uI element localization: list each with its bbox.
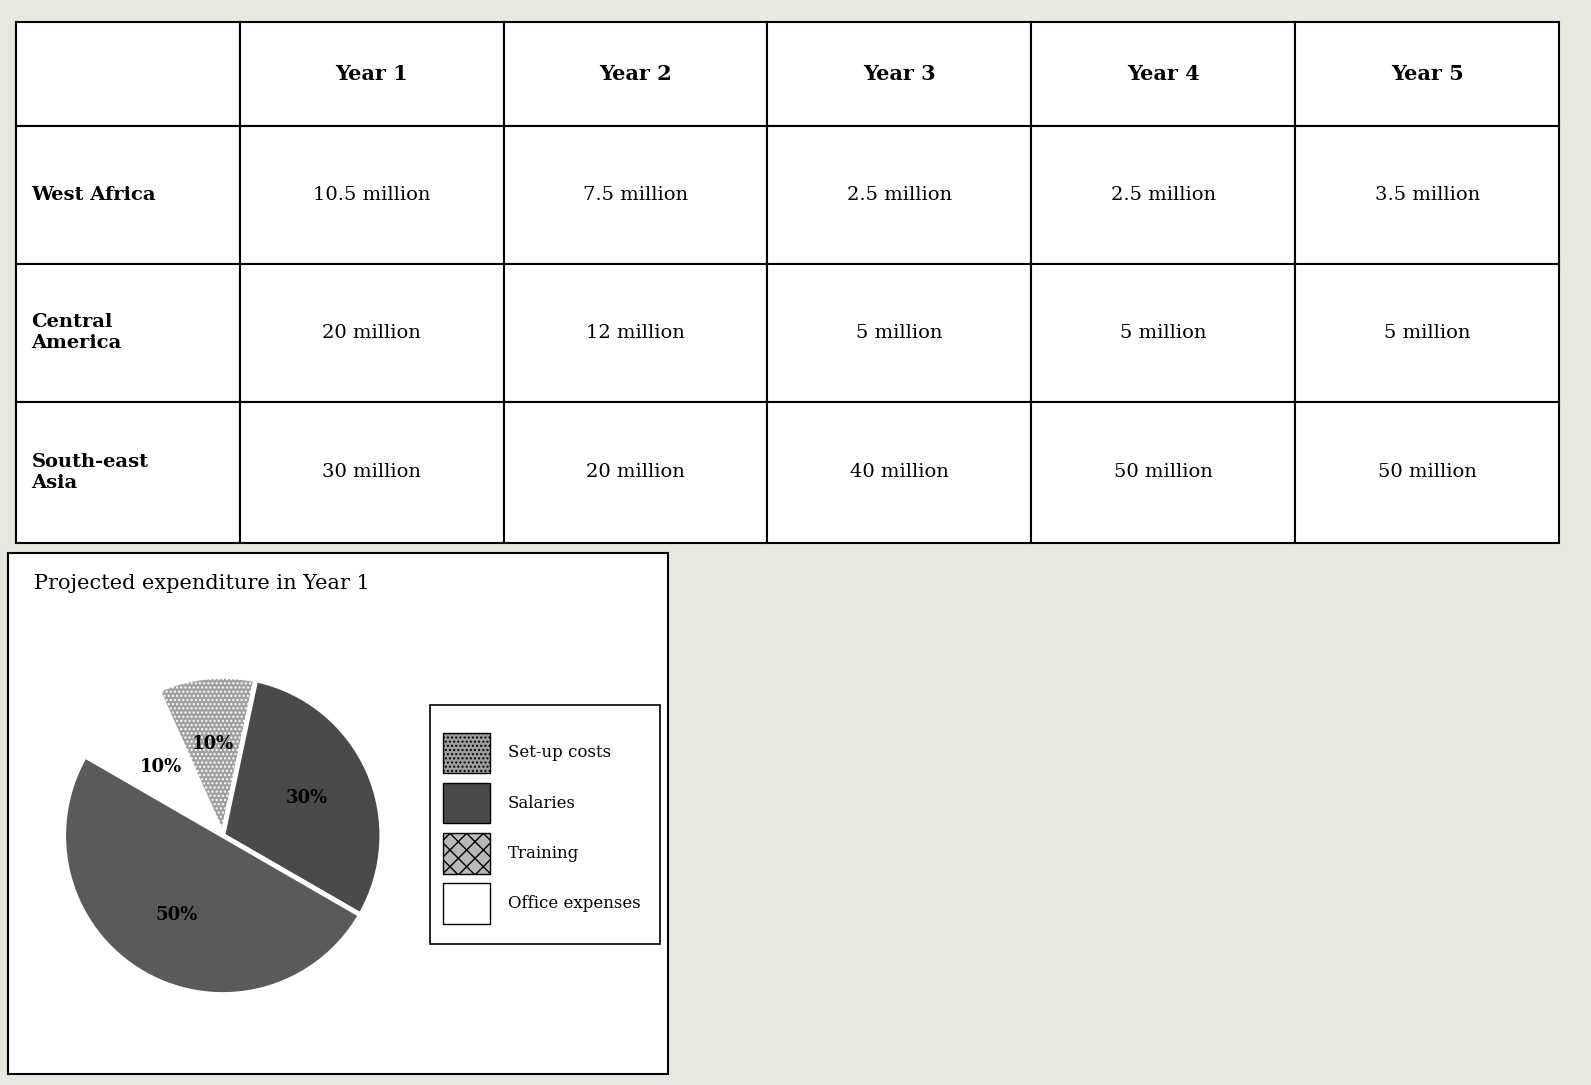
Text: 30 million: 30 million [321,463,422,481]
Bar [1295,22,1559,126]
Bar [504,401,767,542]
Wedge shape [84,690,223,835]
Text: 50 million: 50 million [1114,463,1212,481]
Text: South-east
Asia: South-east Asia [32,452,148,492]
Bar [444,833,490,873]
Text: Central
America: Central America [32,314,123,353]
Text: 5 million: 5 million [1120,324,1206,342]
Bar [16,126,240,264]
Text: Set-up costs: Set-up costs [508,744,611,762]
Bar [444,732,490,774]
Text: 20 million: 20 million [585,463,686,481]
Bar [767,22,1031,126]
Bar [504,126,767,264]
Bar [16,22,240,126]
Text: 3.5 million: 3.5 million [1375,186,1480,204]
Bar [1295,126,1559,264]
Text: 2.5 million: 2.5 million [1111,186,1216,204]
Text: 10.5 million: 10.5 million [313,186,431,204]
Text: Year 4: Year 4 [1126,64,1200,84]
Text: 50 million: 50 million [1378,463,1476,481]
Bar [16,401,240,542]
Bar [240,401,504,542]
Text: 7.5 million: 7.5 million [582,186,687,204]
Text: Year 3: Year 3 [864,64,936,84]
Bar [240,126,504,264]
Text: 5 million: 5 million [856,324,943,342]
Bar [767,401,1031,542]
Text: 10%: 10% [140,758,181,776]
Text: 40 million: 40 million [850,463,948,481]
Text: 20 million: 20 million [323,324,422,342]
Bar [240,22,504,126]
Bar [444,883,490,923]
Bar [1031,126,1295,264]
Bar [1295,264,1559,401]
Bar [240,264,504,401]
Bar [1295,401,1559,542]
Text: 10%: 10% [193,735,234,753]
Text: Year 1: Year 1 [336,64,407,84]
Text: Projected expenditure in Year 1: Projected expenditure in Year 1 [35,574,371,593]
Bar [767,126,1031,264]
Text: 50%: 50% [156,906,197,924]
Text: Training: Training [508,845,579,861]
Wedge shape [158,676,256,835]
Text: 12 million: 12 million [585,324,686,342]
Text: 2.5 million: 2.5 million [846,186,951,204]
Bar [504,22,767,126]
Bar [444,783,490,824]
Text: Year 5: Year 5 [1391,64,1464,84]
Bar [767,264,1031,401]
Text: Year 2: Year 2 [600,64,671,84]
Bar [1031,401,1295,542]
Text: Office expenses: Office expenses [508,895,641,911]
Bar [504,264,767,401]
Bar [1031,264,1295,401]
Text: 30%: 30% [286,789,328,807]
Text: 5 million: 5 million [1384,324,1470,342]
Bar [16,264,240,401]
Bar [1031,22,1295,126]
Wedge shape [223,680,382,915]
Text: Salaries: Salaries [508,794,576,812]
Wedge shape [64,756,361,995]
Text: West Africa: West Africa [32,186,156,204]
